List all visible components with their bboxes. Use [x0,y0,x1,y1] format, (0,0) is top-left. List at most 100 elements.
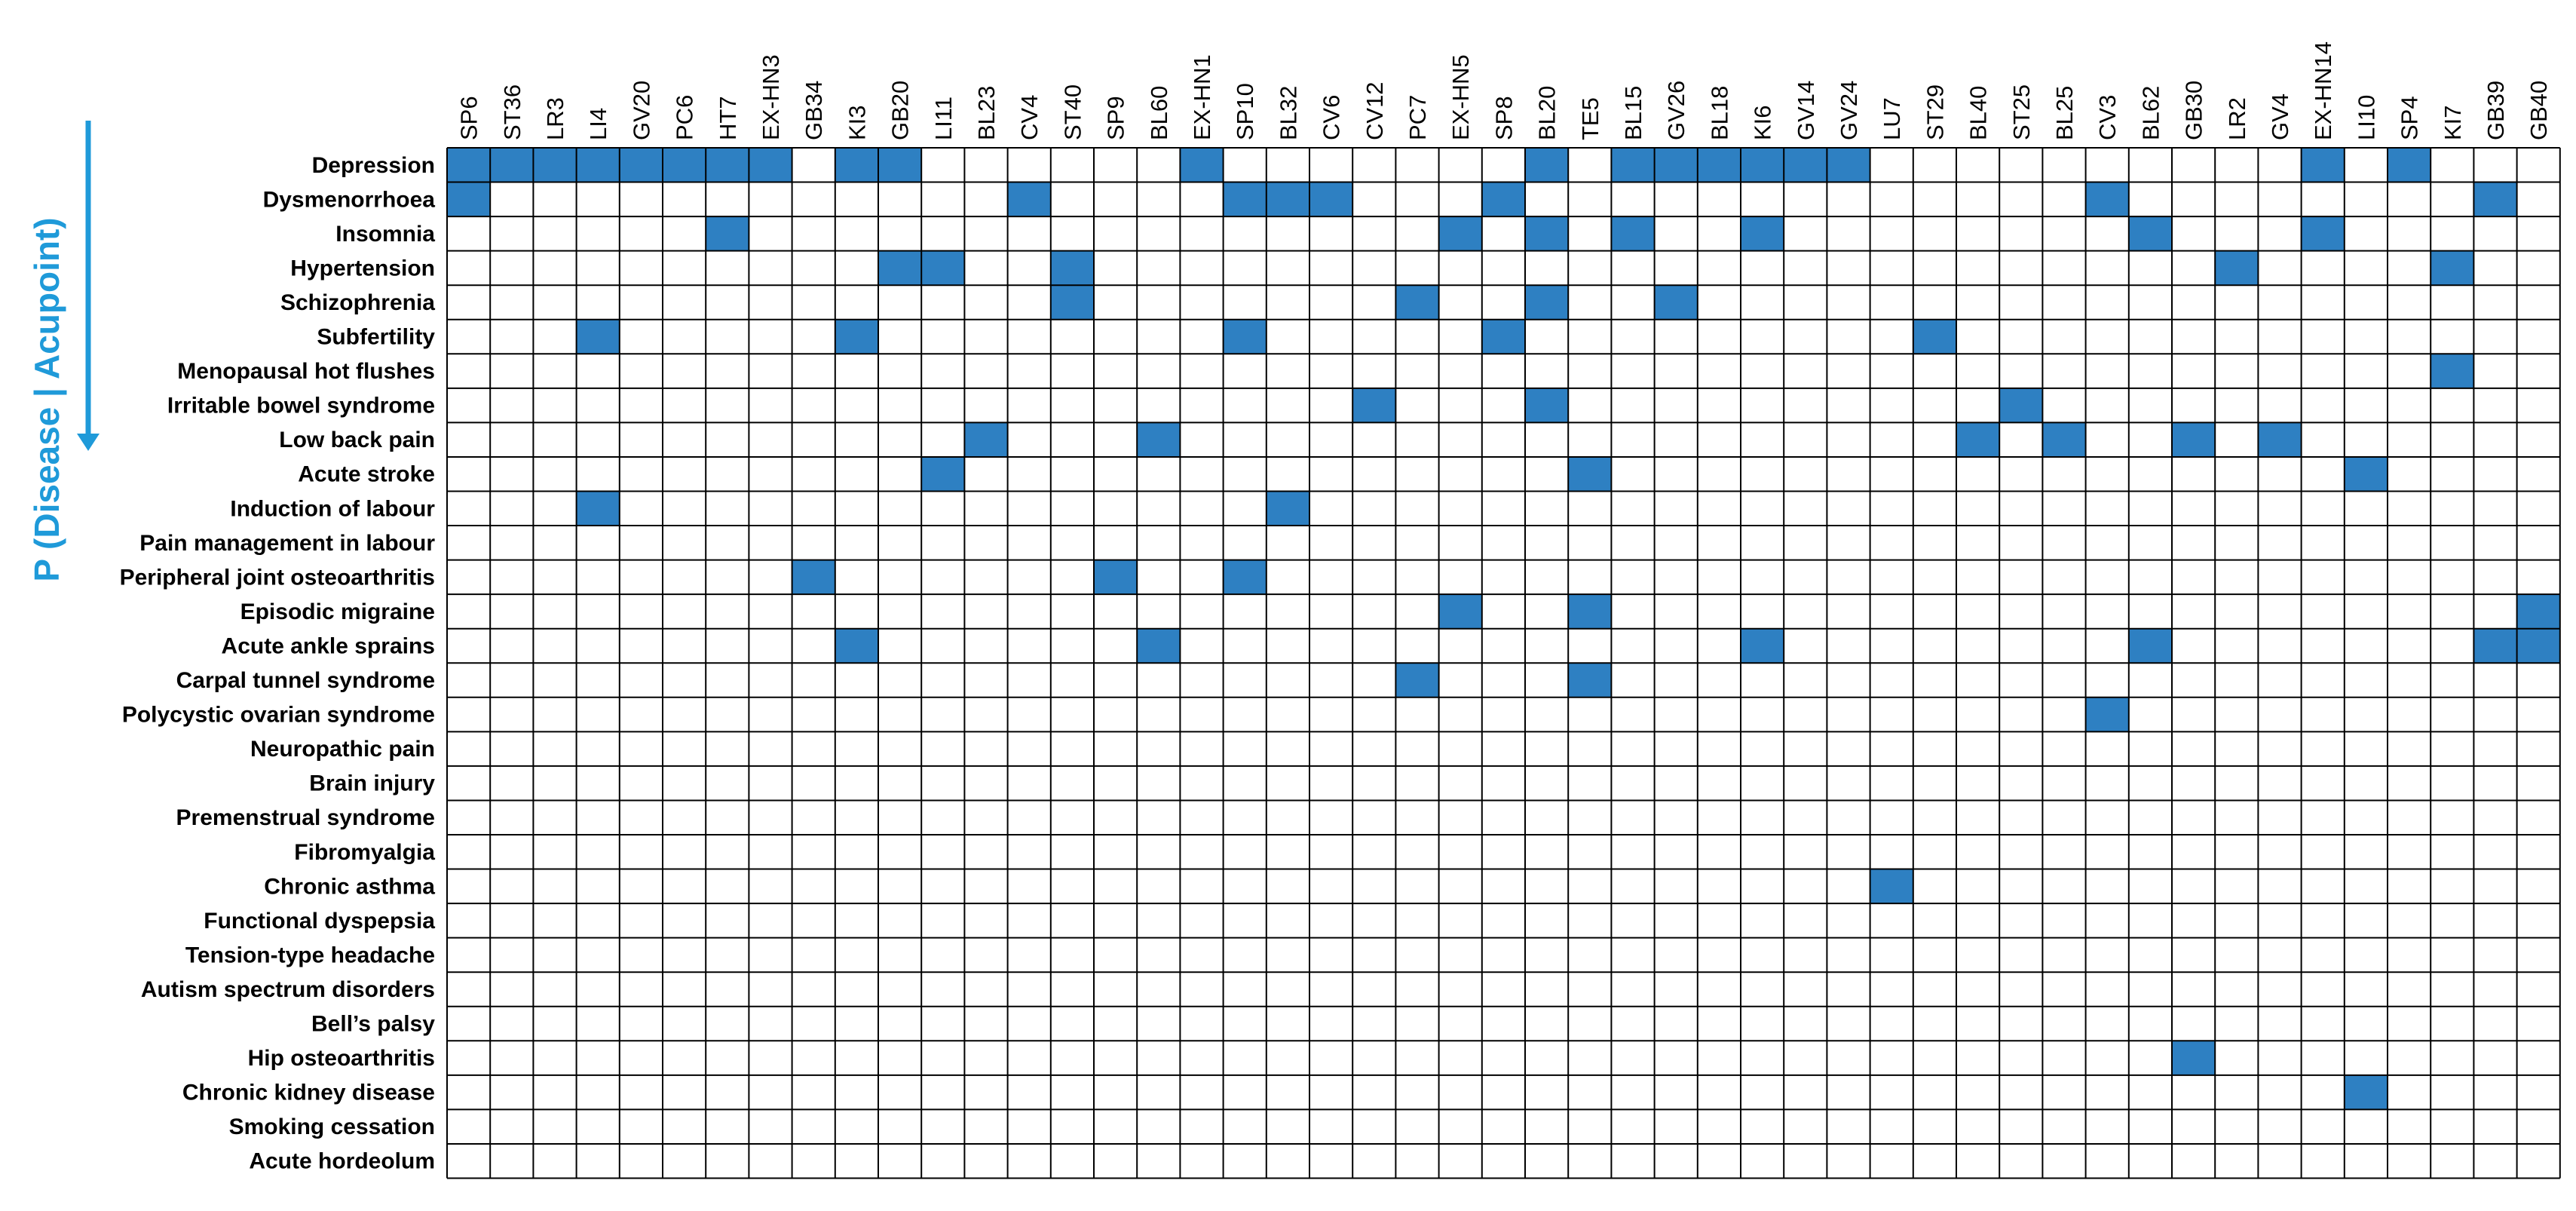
heatmap-cell-filled [2473,628,2517,664]
heatmap-cell-filled [2128,216,2172,251]
heatmap-cell-filled [1223,319,1267,354]
row-label: Induction of labour [230,496,435,521]
row-label: Tension-type headache [185,943,435,967]
heatmap-cell-filled [2128,628,2172,664]
heatmap-cell-filled [576,148,620,182]
heatmap-cell-filled [1094,560,1138,595]
column-label: EX-HN3 [758,54,784,140]
heatmap-cell-filled [1568,594,1612,629]
heatmap-cell-filled [2085,182,2129,217]
heatmap-cell-filled [1481,319,1525,354]
column-label: LR2 [2224,97,2250,140]
heatmap-cell-filled [619,148,663,182]
row-label: Polycystic ovarian syndrome [122,703,435,728]
column-label: BL23 [973,86,1000,140]
heatmap-cell-filled [1050,285,1094,320]
heatmap-cell-filled [2042,422,2086,457]
row-label: Low back pain [279,428,435,452]
row-label: Depression [312,153,435,178]
column-label: ST29 [1922,84,1948,140]
heatmap-cell-filled [835,628,878,664]
heatmap-cell-filled [1913,319,1956,354]
column-label: GB39 [2483,81,2509,140]
column-label: SP6 [456,96,482,140]
row-label: Chronic asthma [264,874,435,899]
column-label: LI11 [930,97,957,140]
heatmap-cell-filled [1137,628,1181,664]
row-label: Brain injury [309,771,435,796]
heatmap-cell-filled [2516,594,2560,629]
row-label: Schizophrenia [280,290,435,315]
heatmap-cell-filled [706,216,749,251]
column-label: CV12 [1362,81,1388,140]
heatmap-cell-filled [1568,663,1612,697]
column-label: GV24 [1836,81,1862,140]
row-label: Bell’s palsy [311,1012,435,1037]
heatmap-cell-filled [1309,182,1353,217]
heatmap-cell-filled [1525,388,1569,423]
heatmap-cell-filled [1827,148,1870,182]
column-label: SP8 [1490,96,1517,140]
heatmap-cell-filled [1741,148,1784,182]
column-label: SP9 [1103,96,1129,140]
row-label: Premenstrual syndrome [176,805,435,830]
heatmap-cell-filled [835,148,878,182]
row-label: Subfertility [317,325,435,350]
column-label: BL60 [1146,86,1172,140]
column-label: BL18 [1706,86,1732,140]
heatmap-cell-filled [1741,216,1784,251]
row-label: Acute hordeolum [249,1149,435,1174]
heatmap-cell-filled [2473,182,2517,217]
column-label: PC6 [672,95,698,140]
column-label: LR3 [542,97,568,140]
heatmap-cell-filled [1654,285,1698,320]
column-label: TE5 [1577,97,1603,140]
column-label: BL20 [1534,86,1561,140]
heatmap-cell-filled [2344,456,2388,492]
column-label: HT7 [715,96,741,140]
column-label: LU7 [1879,97,1905,140]
heatmap-cell-filled [921,456,965,492]
heatmap-cell-filled [2085,697,2129,732]
column-labels: SP6 ST36 LR3 LI4 GV20 PC6 HT7 EX-HN3 GB34 KI3 GB20… [456,41,2553,140]
heatmap-cell-filled [576,319,620,354]
heatmap-cell-filled [1352,388,1396,423]
row-label: Episodic migraine [240,599,435,624]
heatmap-cell-filled [2516,628,2560,664]
row-label: Autism spectrum disorders [141,977,435,1002]
column-label: BL40 [1965,86,1992,140]
column-label: SP10 [1232,83,1258,140]
heatmap-cell-filled [1266,182,1309,217]
heatmap-cell-filled [1654,148,1698,182]
column-label: EX-HN1 [1189,54,1215,140]
heatmap-cell-filled [964,422,1008,457]
heatmap-cell-filled [835,319,878,354]
column-label: KI7 [2440,105,2466,140]
column-label: KI6 [1750,105,1776,140]
heatmap-cell-filled [749,148,792,182]
heatmap-cell-filled [2344,1075,2388,1110]
column-label: SP4 [2397,96,2423,140]
heatmap-cell-filled [1438,594,1482,629]
column-label: CV3 [2094,95,2121,140]
heatmap-cell-filled [1525,148,1569,182]
heatmap-cell-filled [1266,491,1309,526]
heatmap-cell-filled [1741,628,1784,664]
row-label: Menopausal hot flushes [177,359,435,384]
heatmap-cell-filled [921,250,965,286]
heatmap-cell-filled [1525,216,1569,251]
heatmap-cell-filled [1999,388,2043,423]
heatmap-cell-filled [2431,250,2474,286]
heatmap-cell-filled [1223,182,1267,217]
heatmap-cell-filled [1870,869,1913,904]
column-label: EX-HN14 [2310,41,2336,140]
heatmap-cell-filled [576,491,620,526]
row-label: Pain management in labour [139,531,435,556]
row-label: Fibromyalgia [294,840,435,865]
column-label: BL62 [2137,86,2164,140]
heatmap-cell-filled [490,148,534,182]
column-label: ST25 [2008,84,2035,140]
row-label: Carpal tunnel syndrome [176,668,435,693]
